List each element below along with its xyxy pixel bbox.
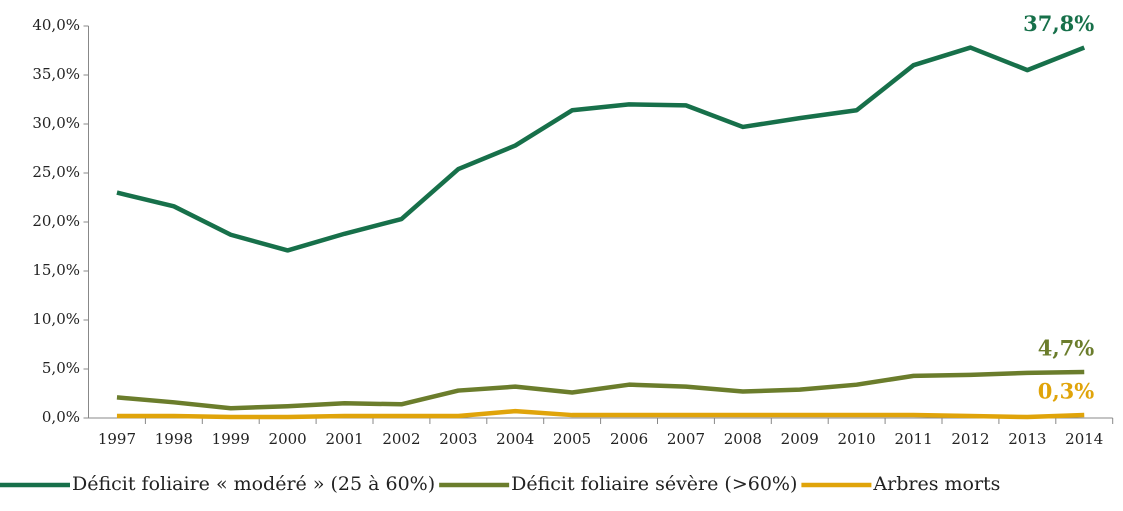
series-line bbox=[116, 45, 1086, 253]
legend-label: Arbres morts bbox=[872, 473, 1000, 495]
x-tick-label: 2010 bbox=[838, 430, 876, 448]
y-tick-label: 20,0% bbox=[32, 212, 80, 230]
data-label: 37,8% bbox=[1023, 11, 1094, 36]
x-tick-label: 2005 bbox=[553, 430, 591, 448]
y-tick-label: 10,0% bbox=[32, 310, 80, 328]
y-tick-label: 0,0% bbox=[42, 408, 80, 426]
x-tick-label: 2006 bbox=[610, 430, 648, 448]
legend-label: Déficit foliaire sévère (>60%) bbox=[511, 473, 797, 495]
data-label: 0,3% bbox=[1038, 379, 1095, 404]
legend-label: Déficit foliaire « modéré » (25 à 60%) bbox=[72, 473, 435, 495]
y-tick-label: 30,0% bbox=[32, 114, 80, 132]
data-label: 4,7% bbox=[1038, 335, 1095, 360]
x-tick-label: 2002 bbox=[382, 430, 420, 448]
y-tick-label: 35,0% bbox=[32, 65, 80, 83]
x-tick-label: 2011 bbox=[894, 430, 932, 448]
x-tick-label: 2001 bbox=[325, 430, 363, 448]
y-tick-label: 40,0% bbox=[32, 16, 80, 34]
x-tick-label: 2013 bbox=[1008, 430, 1046, 448]
x-tick-label: 2003 bbox=[439, 430, 477, 448]
x-tick-label: 2009 bbox=[781, 430, 819, 448]
x-tick-label: 2012 bbox=[951, 430, 989, 448]
x-tick-label: 1999 bbox=[212, 430, 250, 448]
x-tick-label: 2004 bbox=[496, 430, 534, 448]
series-line bbox=[116, 408, 1085, 420]
x-tick-label: 2000 bbox=[269, 430, 307, 448]
series-line bbox=[116, 369, 1085, 411]
x-tick-label: 1998 bbox=[155, 430, 193, 448]
y-tick-label: 15,0% bbox=[32, 261, 80, 279]
x-tick-label: 2008 bbox=[724, 430, 762, 448]
x-tick-label: 1997 bbox=[98, 430, 136, 448]
x-tick-label: 2007 bbox=[667, 430, 705, 448]
x-tick-label: 2014 bbox=[1065, 430, 1103, 448]
y-tick-label: 5,0% bbox=[42, 359, 80, 377]
y-tick-label: 25,0% bbox=[32, 163, 80, 181]
